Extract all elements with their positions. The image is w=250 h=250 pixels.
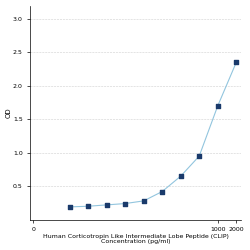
Point: [197, 154, 201, 158]
Point: [216, 104, 220, 108]
Point: [179, 174, 183, 178]
Point: [142, 199, 146, 203]
Point: [68, 205, 71, 209]
X-axis label: Human Corticotropin Like Intermediate Lobe Peptide (CLIP)
Concentration (pg/ml): Human Corticotropin Like Intermediate Lo…: [43, 234, 229, 244]
Point: [160, 190, 164, 194]
Point: [105, 203, 109, 207]
Point: [234, 60, 238, 64]
Point: [123, 202, 127, 205]
Point: [86, 204, 90, 208]
Y-axis label: OD: OD: [6, 107, 12, 118]
